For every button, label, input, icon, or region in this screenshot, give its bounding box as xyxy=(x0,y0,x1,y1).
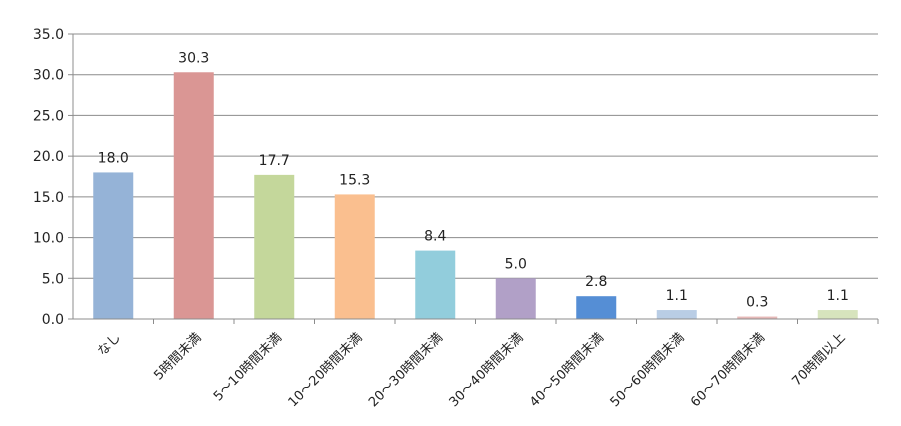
bar xyxy=(495,278,536,319)
bar xyxy=(334,194,375,319)
category-label: 5時間未満 xyxy=(151,330,204,383)
data-label: 2.8 xyxy=(585,274,607,290)
y-tick-label: 25.0 xyxy=(33,108,64,124)
y-tick-label: 10.0 xyxy=(33,231,64,247)
category-label: 10～20時間未満 xyxy=(286,330,366,410)
category-label: 20～30時間未満 xyxy=(366,330,446,410)
y-tick-label: 0.0 xyxy=(42,312,64,328)
data-label: 0.3 xyxy=(746,295,768,311)
bars xyxy=(93,72,858,320)
data-label: 5.0 xyxy=(505,256,527,272)
bar xyxy=(415,250,456,319)
category-label: 60～70時間未満 xyxy=(688,330,768,410)
y-tick-label: 30.0 xyxy=(33,68,64,84)
bar xyxy=(93,172,134,319)
data-label: 1.1 xyxy=(827,288,849,304)
category-label: なし xyxy=(95,330,124,359)
category-label: 70時間以上 xyxy=(790,330,849,389)
bar xyxy=(254,174,295,319)
y-tick-label: 5.0 xyxy=(42,271,64,287)
axes xyxy=(72,34,879,324)
y-tick-label: 20.0 xyxy=(33,149,64,165)
category-label: 5～10時間未満 xyxy=(211,330,285,404)
data-labels: 18.0 30.3 17.7 15.3 8.4 5.0 2.8 1.1 0.3 1.1 xyxy=(98,50,849,310)
data-label: 17.7 xyxy=(259,153,290,169)
data-label: 8.4 xyxy=(424,229,446,245)
data-label: 15.3 xyxy=(339,172,370,188)
y-tick-label: 15.0 xyxy=(33,190,64,206)
bar xyxy=(173,72,214,320)
y-axis-ticks: 0.0 5.0 10.0 15.0 20.0 25.0 30.0 35.0 xyxy=(33,27,73,328)
bar xyxy=(656,310,697,319)
data-label: 1.1 xyxy=(666,288,688,304)
data-label: 30.3 xyxy=(178,50,209,66)
category-label: 40～50時間未満 xyxy=(527,330,607,410)
category-label: 30～40時間未満 xyxy=(447,330,527,410)
bar xyxy=(576,296,617,319)
data-label: 18.0 xyxy=(98,150,129,166)
bar xyxy=(737,316,778,319)
bar xyxy=(817,310,858,319)
y-tick-label: 35.0 xyxy=(33,27,64,43)
x-axis-categories: なし 5時間未満 5～10時間未満 10～20時間未満 20～30時間未満 30～40時間… xyxy=(95,330,849,410)
category-label: 50～60時間未満 xyxy=(608,330,688,410)
